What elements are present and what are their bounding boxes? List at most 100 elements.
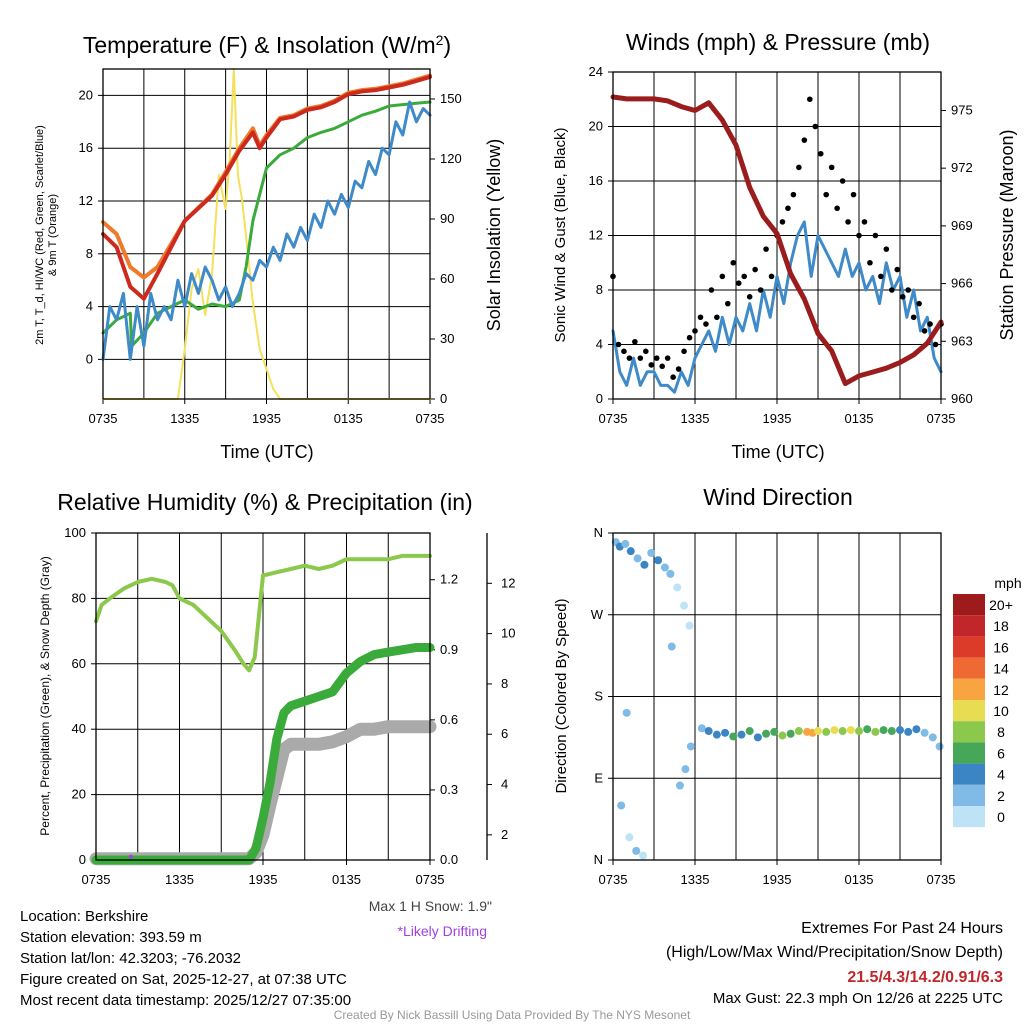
temp-border (102, 68, 431, 400)
gust-point (653, 355, 660, 361)
precip-ytick-label: 0.3 (440, 782, 458, 797)
snow-ytick-label: 12 (501, 575, 515, 590)
direction-point (822, 727, 831, 736)
gust-point (856, 232, 862, 239)
precip-ytick-label: 0.0 (440, 852, 458, 867)
direction-point (621, 539, 630, 548)
direction-point (745, 727, 754, 736)
gust-point (626, 355, 633, 361)
rh-ytick-label: 0 (79, 852, 86, 867)
direction-point (626, 547, 635, 556)
temp-xtick-label: 0735 (89, 411, 118, 426)
temperature-plot-area: 0 4 8 12 16 20 0735 1335 1935 0135 0735 0 30 60 90 120 1… (79, 68, 462, 426)
legend-title: mph (994, 575, 1021, 591)
temp-series-blue (101, 100, 432, 361)
direction-point (896, 726, 904, 735)
direction-point (721, 728, 730, 737)
direction-point (625, 833, 634, 842)
gust-point (790, 191, 797, 198)
extremes-values: 21.5/4.3/14.2/0.91/6.3 (847, 969, 1003, 986)
direction-point (704, 727, 713, 736)
winds-ytick-label: 0 (596, 391, 603, 406)
legend-swatch (953, 806, 985, 828)
temp-xtick-label: 1335 (170, 411, 199, 426)
temp-ytick-label: 8 (86, 246, 93, 261)
wind-direction-ylabel: Direction (Colored By Speed) (553, 598, 570, 793)
direction-point (778, 731, 787, 740)
direction-point (680, 601, 689, 610)
dir-ytick-label: N (594, 852, 603, 867)
precip-line (91, 643, 435, 865)
direction-point (617, 801, 626, 810)
max-snow-label: Max 1 H Snow: 1.9" (369, 898, 492, 914)
winds-ytick-label: 4 (596, 337, 603, 352)
direction-point (879, 726, 888, 735)
location-line: Location: Berkshire (20, 908, 149, 925)
temp-xtick-label: 0735 (416, 411, 445, 426)
pressure-ytick-label: 972 (951, 160, 973, 175)
gust-point (921, 328, 928, 334)
direction-point (814, 727, 822, 736)
gust-point (828, 164, 835, 171)
winds-plot-area: 0 4 8 12 16 20 24 0735 1335 1935 0135 0735 960 963 966… (589, 64, 973, 426)
insolation-ylabel: Solar Insolation (Yellow) (484, 139, 504, 331)
gust-point (719, 273, 726, 280)
direction-point (935, 742, 944, 751)
precip-ytick-label: 0.9 (440, 642, 458, 657)
rh-ytick-label: 100 (64, 525, 86, 540)
temperature-title: Temperature (F) & Insolation (W/m2) (83, 32, 451, 58)
legend-swatch (953, 700, 985, 722)
dir-xtick-label: 1335 (681, 872, 710, 887)
station-info: Location: Berkshire Station elevation: 3… (20, 906, 351, 1011)
gust-point (648, 362, 655, 368)
direction-point (654, 556, 663, 565)
direction-point (681, 765, 690, 774)
winds-xtick-label: 0135 (845, 411, 874, 426)
winds-ytick-label: 16 (589, 173, 603, 188)
legend-label: 10 (993, 703, 1009, 719)
temp-series-green (101, 100, 432, 348)
rh-ytick-label: 20 (72, 787, 86, 802)
gust-point (867, 259, 873, 266)
gust-point (708, 287, 715, 293)
dir-xtick-label: 0135 (845, 872, 874, 887)
insolation-ytick-label: 120 (440, 151, 462, 166)
wind-direction-panel: Wind Direction N E S W N 0735 1335 1935 0135 0735… (553, 484, 1022, 887)
gust-point (697, 314, 704, 321)
gust-point (675, 366, 682, 372)
legend-swatch (953, 615, 985, 637)
winds-xtick-label: 0735 (599, 411, 628, 426)
pressure-ytick-label: 960 (951, 391, 973, 406)
direction-point (887, 727, 896, 736)
direction-point (622, 708, 631, 717)
snow-ytick-label: 10 (501, 626, 515, 641)
direction-point (786, 729, 795, 738)
gust-point (845, 219, 851, 225)
humidity-title: Relative Humidity (%) & Precipitation (i… (57, 489, 472, 515)
rh-xtick-label: 0135 (332, 872, 361, 887)
gust-point (686, 334, 693, 341)
legend-label: 8 (997, 724, 1005, 740)
direction-point (830, 726, 839, 735)
winds-ytick-label: 12 (589, 228, 603, 243)
max-gust: Max Gust: 22.3 mph On 12/26 at 2225 UTC (713, 990, 1003, 1007)
legend-label: 12 (993, 682, 1009, 698)
legend-swatch (953, 742, 985, 764)
gust-point (861, 219, 868, 225)
temperature-xlabel: Time (UTC) (220, 442, 313, 462)
insolation-ytick-label: 90 (440, 211, 454, 226)
direction-point (753, 733, 762, 742)
temp-series-red (101, 74, 432, 301)
winds-xtick-label: 1335 (681, 411, 710, 426)
dir-xtick-label: 0735 (927, 872, 956, 887)
gust-point (796, 164, 802, 171)
precip-ytick-label: 0.6 (440, 712, 458, 727)
gust-point (823, 191, 829, 198)
drift-label: *Likely Drifting (398, 923, 487, 939)
speed-legend: 20+ 18 16 14 12 10 8 6 4 2 0 (953, 594, 1013, 828)
gust-point (801, 137, 808, 143)
gust-point (681, 348, 687, 355)
winds-xtick-label: 1935 (763, 411, 792, 426)
direction-point (639, 851, 648, 860)
